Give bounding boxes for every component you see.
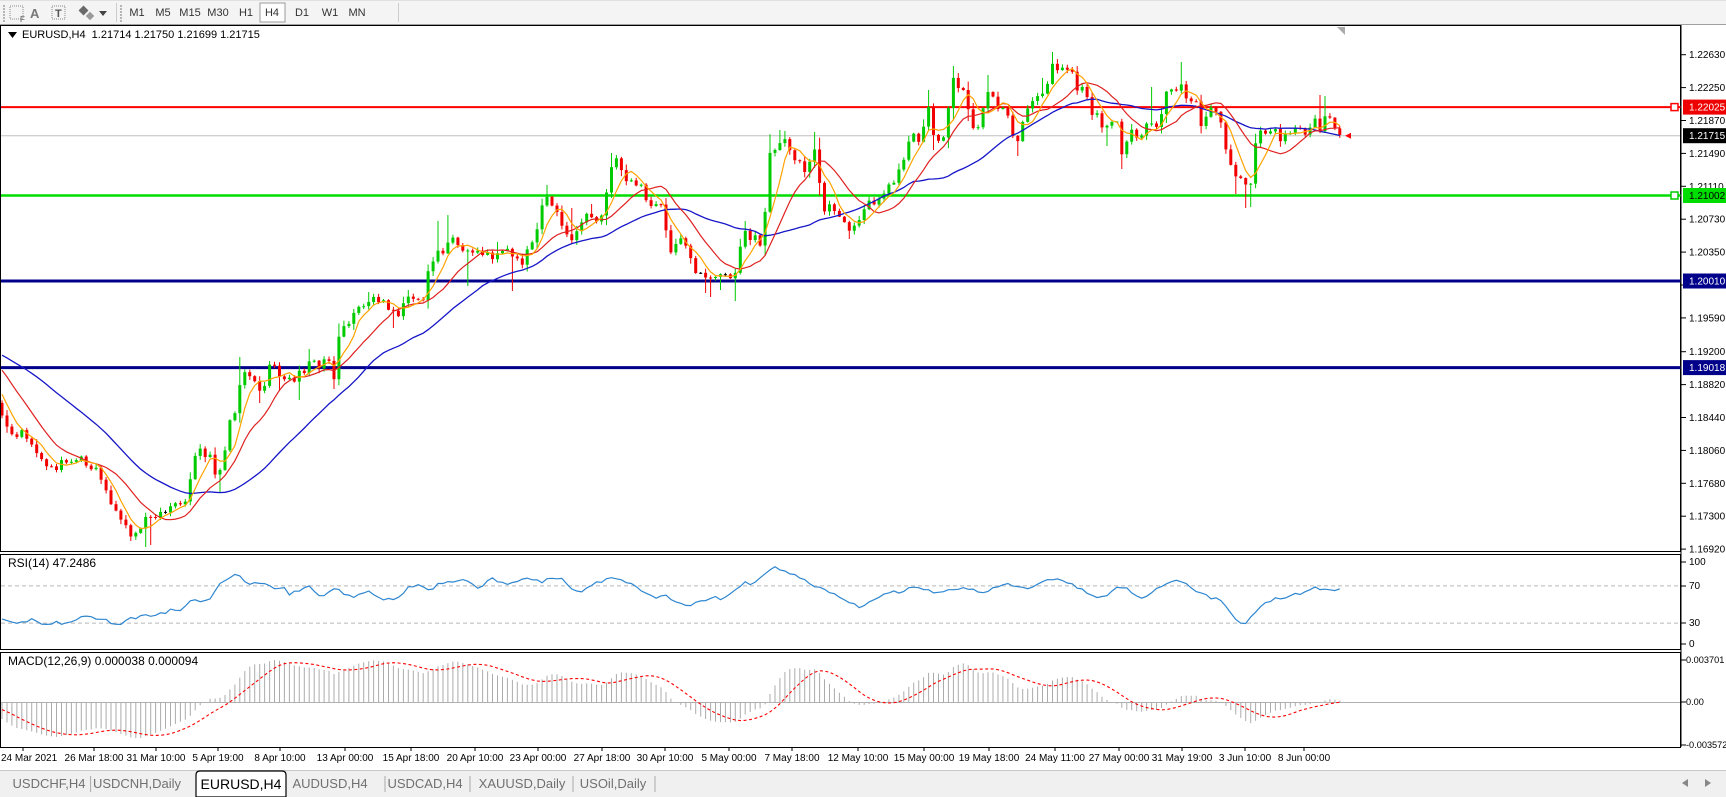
svg-text:31 Mar 10:00: 31 Mar 10:00 (127, 753, 186, 764)
svg-text:USDCAD,H4: USDCAD,H4 (387, 776, 462, 791)
svg-text:7 May 18:00: 7 May 18:00 (764, 753, 819, 764)
svg-text:27 May 00:00: 27 May 00:00 (1089, 753, 1150, 764)
svg-text:1.18440: 1.18440 (1689, 413, 1726, 424)
svg-text:15 May 00:00: 15 May 00:00 (894, 753, 955, 764)
svg-text:H1: H1 (239, 7, 253, 19)
svg-text:1.21002: 1.21002 (1689, 191, 1726, 202)
svg-text:12 May 10:00: 12 May 10:00 (828, 753, 889, 764)
svg-text:0: 0 (1689, 639, 1695, 650)
svg-text:-0.003572: -0.003572 (1686, 740, 1726, 750)
svg-text:15 Apr 18:00: 15 Apr 18:00 (383, 753, 440, 764)
svg-text:1.20350: 1.20350 (1689, 248, 1726, 259)
svg-text:70: 70 (1689, 581, 1701, 592)
svg-text:24 Mar 2021: 24 Mar 2021 (1, 753, 58, 764)
svg-text:0.00: 0.00 (1686, 697, 1704, 707)
svg-text:1.21490: 1.21490 (1689, 149, 1726, 160)
svg-text:RSI(14) 47.2486: RSI(14) 47.2486 (8, 556, 96, 570)
svg-text:30 Apr 10:00: 30 Apr 10:00 (637, 753, 694, 764)
svg-text:20 Apr 10:00: 20 Apr 10:00 (447, 753, 504, 764)
svg-text:M1: M1 (129, 7, 144, 19)
svg-text:AUDUSD,H4: AUDUSD,H4 (292, 776, 367, 791)
svg-text:23 Apr 00:00: 23 Apr 00:00 (510, 753, 567, 764)
svg-text:MACD(12,26,9) 0.000038 0.00009: MACD(12,26,9) 0.000038 0.000094 (8, 654, 198, 668)
svg-text:F: F (20, 15, 25, 24)
svg-text:MN: MN (348, 7, 365, 19)
svg-text:5 May 00:00: 5 May 00:00 (701, 753, 756, 764)
svg-text:M5: M5 (155, 7, 170, 19)
svg-text:26 Mar 18:00: 26 Mar 18:00 (65, 753, 124, 764)
svg-text:USOil,Daily: USOil,Daily (580, 776, 647, 791)
svg-text:D1: D1 (295, 7, 309, 19)
svg-text:1.19590: 1.19590 (1689, 313, 1726, 324)
svg-text:3 Jun 10:00: 3 Jun 10:00 (1219, 753, 1272, 764)
svg-text:1.21715: 1.21715 (1689, 131, 1726, 142)
svg-text:W1: W1 (322, 7, 339, 19)
svg-text:0.003701: 0.003701 (1686, 655, 1724, 665)
svg-text:1.20730: 1.20730 (1689, 215, 1726, 226)
svg-text:1.21870: 1.21870 (1689, 116, 1726, 127)
svg-text:5 Apr 19:00: 5 Apr 19:00 (192, 753, 244, 764)
svg-text:8 Apr 10:00: 8 Apr 10:00 (254, 753, 306, 764)
svg-text:USDCHF,H4: USDCHF,H4 (13, 776, 86, 791)
svg-text:1.19200: 1.19200 (1689, 347, 1726, 358)
svg-text:19 May 18:00: 19 May 18:00 (959, 753, 1020, 764)
svg-text:T: T (55, 8, 62, 20)
svg-text:31 May 19:00: 31 May 19:00 (1152, 753, 1213, 764)
svg-text:A: A (30, 6, 40, 21)
svg-text:1.21110: 1.21110 (1689, 182, 1724, 193)
svg-text:27 Apr 18:00: 27 Apr 18:00 (574, 753, 631, 764)
svg-text:1.17300: 1.17300 (1689, 512, 1726, 523)
svg-text:30: 30 (1689, 618, 1701, 629)
svg-text:1.18820: 1.18820 (1689, 380, 1726, 391)
svg-text:EURUSD,H4 1.21714 1.21750 1.2: EURUSD,H4 1.21714 1.21750 1.21699 1.2171… (22, 29, 260, 41)
svg-text:M15: M15 (179, 7, 200, 19)
svg-text:1.22025: 1.22025 (1689, 103, 1726, 114)
svg-text:24 May 11:00: 24 May 11:00 (1025, 753, 1085, 764)
svg-text:1.22630: 1.22630 (1689, 50, 1726, 61)
svg-text:1.19018: 1.19018 (1689, 363, 1726, 374)
svg-text:1.22250: 1.22250 (1689, 83, 1726, 94)
svg-text:H4: H4 (265, 7, 279, 19)
svg-text:100: 100 (1689, 557, 1706, 568)
svg-text:M30: M30 (207, 7, 228, 19)
svg-text:USDCNH,Daily: USDCNH,Daily (93, 776, 182, 791)
svg-text:EURUSD,H4: EURUSD,H4 (201, 776, 282, 792)
svg-text:1.17680: 1.17680 (1689, 479, 1726, 490)
svg-text:1.20010: 1.20010 (1689, 277, 1726, 288)
svg-text:XAUUSD,Daily: XAUUSD,Daily (479, 776, 566, 791)
svg-text:1.18060: 1.18060 (1689, 446, 1726, 457)
svg-text:8 Jun 00:00: 8 Jun 00:00 (1278, 753, 1331, 764)
svg-text:13 Apr 00:00: 13 Apr 00:00 (317, 753, 374, 764)
svg-text:1.16920: 1.16920 (1689, 545, 1726, 556)
